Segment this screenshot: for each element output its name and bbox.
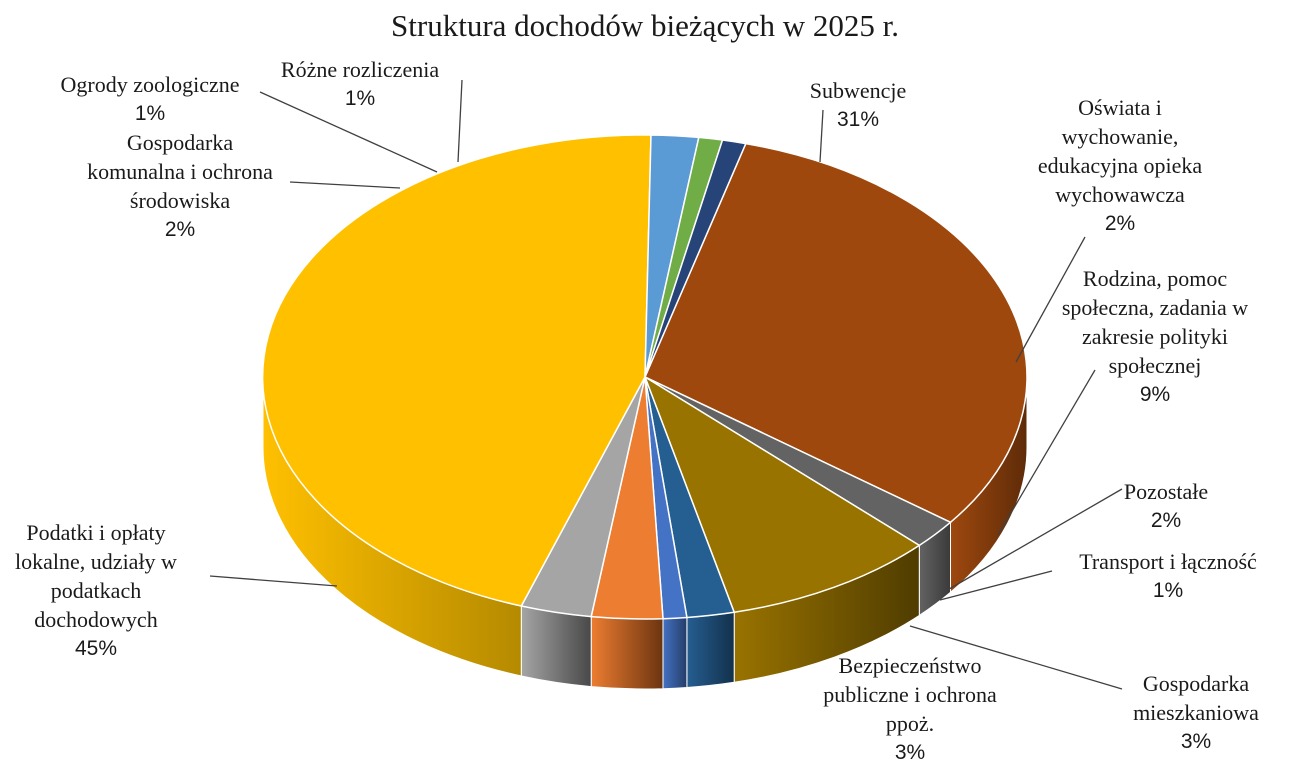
data-label-category: Gospodarka mieszkaniowa bbox=[1133, 671, 1259, 725]
leader-line-rodzina-pomoc-spoeczna-zadania-w-zakresi bbox=[997, 369, 1096, 536]
data-label-category: Rodzina, pomoc społeczna, zadania w zakr… bbox=[1061, 266, 1249, 378]
leader-line-rozne-rozliczenia bbox=[457, 79, 463, 163]
data-label-pozostae: Pozostałe 2% bbox=[1124, 477, 1208, 535]
data-label-percent: 1% bbox=[1152, 579, 1184, 602]
data-label-ogrody-zoologiczne: Ogrody zoologiczne 1% bbox=[61, 70, 240, 128]
data-label-rozne-rozliczenia: Różne rozliczenia 1% bbox=[281, 55, 439, 113]
data-label-percent: 31% bbox=[836, 108, 880, 131]
pie-side-transport-i-acznosc bbox=[662, 616, 688, 690]
data-label-category: Transport i łączność bbox=[1079, 549, 1257, 574]
pie-slices bbox=[261, 134, 1028, 620]
pie-slice-podatki-i-opaty-lokalne-udziay-w-podatka bbox=[261, 134, 652, 607]
leader-line-gospodarka-komunalna-i-ochrona-srodowisk bbox=[289, 181, 401, 189]
data-label-percent: 1% bbox=[344, 87, 376, 110]
data-label-percent: 9% bbox=[1139, 383, 1171, 406]
data-label-category: Subwencje bbox=[809, 78, 907, 103]
data-label-subwencje: Subwencje 31% bbox=[810, 76, 907, 134]
data-label-bezpieczenstwo-publiczne-i-ochrona-ppoz: Bezpieczeństwo publiczne i ochrona ppoż.… bbox=[823, 651, 997, 767]
data-label-category: Pozostałe bbox=[1123, 479, 1209, 504]
data-label-percent: 2% bbox=[164, 218, 196, 241]
data-label-percent: 2% bbox=[1150, 509, 1182, 532]
data-label-gospodarka-komunalna-i-ochrona-srodowisk: Gospodarka komunalna i ochrona środowisk… bbox=[87, 128, 273, 244]
data-label-percent: 3% bbox=[894, 741, 926, 764]
data-label-category: Bezpieczeństwo publiczne i ochrona ppoż. bbox=[823, 653, 997, 736]
data-label-rodzina-pomoc-spoeczna-zadania-w-zakresi: Rodzina, pomoc społeczna, zadania w zakr… bbox=[1062, 264, 1248, 409]
leader-line-subwencje bbox=[819, 109, 824, 163]
leader-line-transport-i-acznosc bbox=[939, 570, 1053, 601]
pie-side-pozostae bbox=[686, 611, 735, 689]
chart-title: Struktura dochodów bieżących w 2025 r. bbox=[391, 8, 899, 43]
data-label-transport-i-acznosc: Transport i łączność 1% bbox=[1079, 547, 1257, 605]
pie-slice-rodzina-pomoc-spoeczna-zadania-w-zakresi bbox=[643, 375, 921, 614]
data-label-category: Gospodarka komunalna i ochrona środowisk… bbox=[87, 130, 273, 213]
data-label-podatki-i-opaty-lokalne-udziay-w-podatka: Podatki i opłaty lokalne, udziały w poda… bbox=[15, 518, 177, 663]
data-label-gospodarka-mieszkaniowa: Gospodarka mieszkaniowa 3% bbox=[1133, 669, 1259, 756]
data-label-percent: 1% bbox=[134, 102, 166, 125]
pie-slice-subwencje bbox=[644, 142, 1028, 524]
pie-side-bezpieczenstwo-publiczne-i-ochrona-ppoz bbox=[520, 605, 592, 688]
leader-line-gospodarka-mieszkaniowa bbox=[909, 625, 1123, 690]
data-label-category: Różne rozliczenia bbox=[280, 57, 440, 82]
pie-sides bbox=[262, 376, 1028, 690]
data-label-percent: 3% bbox=[1180, 730, 1212, 753]
data-label-category: Oświata i wychowanie, edukacyjna opieka … bbox=[1037, 95, 1203, 207]
leader-line-podatki-i-opaty-lokalne-udziay-w-podatka bbox=[209, 575, 338, 587]
pie-side-gospodarka-mieszkaniowa bbox=[590, 616, 664, 690]
data-label-oswiata-i-wychowanie-edukacyjna-opieka-w: Oświata i wychowanie, edukacyjna opieka … bbox=[1038, 93, 1202, 238]
data-label-category: Ogrody zoologiczne bbox=[60, 72, 240, 97]
pie-slice-rozne-rozliczenia bbox=[644, 139, 747, 378]
data-label-category: Podatki i opłaty lokalne, udziały w poda… bbox=[15, 520, 177, 632]
leader-line-ogrody-zoologiczne bbox=[259, 91, 438, 173]
data-label-percent: 45% bbox=[74, 637, 118, 660]
leader-line-oswiata-i-wychowanie-edukacyjna-opieka-w bbox=[1015, 236, 1086, 363]
leader-lines bbox=[209, 79, 1123, 690]
leader-line-pozostae bbox=[943, 488, 1123, 593]
data-label-percent: 2% bbox=[1104, 212, 1136, 235]
